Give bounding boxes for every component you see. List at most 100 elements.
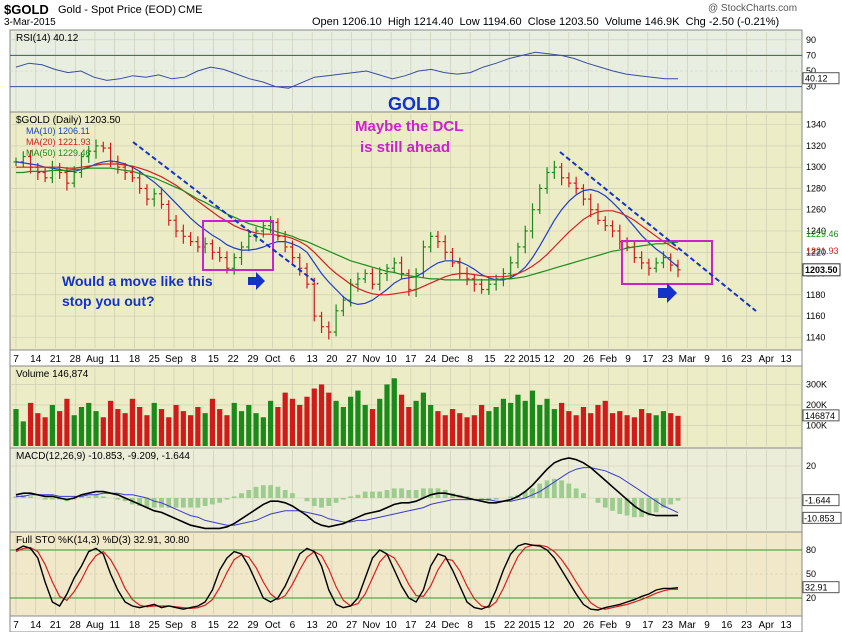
macd-histogram-bar	[631, 498, 637, 518]
volume-bar	[57, 411, 63, 446]
macd-histogram-bar	[180, 498, 186, 508]
volume-bar	[209, 398, 216, 446]
macd-histogram-bar	[595, 498, 601, 503]
chart-date: 3-Mar-2015	[4, 17, 56, 28]
x-tick-label: 15	[484, 354, 496, 365]
volume-bar	[326, 392, 332, 446]
macd-histogram-bar	[566, 483, 572, 498]
watermark: @ StockCharts.com	[708, 3, 798, 14]
macd-histogram-bar	[668, 498, 674, 505]
macd-tick-label: 20	[806, 461, 816, 471]
macd-histogram-bar	[391, 488, 397, 498]
volume-bar	[413, 400, 419, 446]
macd-histogram-bar	[202, 498, 208, 506]
macd-histogram-bar	[624, 498, 630, 516]
price-tick-label: 1340	[806, 120, 826, 130]
price-tick-label: 1180	[806, 290, 825, 300]
macd-histogram-bar	[86, 496, 92, 498]
volume-bar	[420, 392, 426, 446]
stochastic-tick-label: 80	[806, 545, 816, 555]
macd-histogram-bar	[537, 483, 543, 498]
ma10-legend: MA(10) 1206.11	[26, 126, 90, 136]
volume-bar	[609, 413, 616, 446]
quote-strip: Open 1206.10 High 1214.40 Low 1194.60 Cl…	[312, 16, 779, 28]
close-value-box	[802, 263, 841, 277]
volume-bar	[668, 413, 674, 446]
x-tick-label: Dec	[441, 354, 459, 365]
macd-histogram-bar	[319, 498, 324, 508]
macd-histogram-bar	[231, 496, 237, 498]
x-tick-label: 23	[741, 354, 753, 365]
macd-histogram-bar	[210, 498, 215, 505]
macd-histogram-bar	[304, 498, 310, 502]
chart-header: $GOLD Gold - Spot Price (EOD) CME 3-Mar-…	[0, 0, 842, 30]
october-arrow-icon	[248, 272, 265, 290]
macd-histogram-bar	[544, 480, 550, 498]
macd-histogram-bar	[268, 485, 274, 498]
x-tick-label-bottom: 27	[346, 620, 358, 631]
price-tick-label: 1240	[806, 226, 826, 236]
macd-histogram-bar	[646, 498, 652, 516]
x-tick-label: 29	[247, 354, 259, 365]
macd-histogram-bar	[100, 496, 106, 498]
ma20-line	[16, 163, 679, 296]
macd-legend: MACD(12,26,9) -10.853, -9.209, -1.644	[16, 451, 190, 462]
x-tick-label: 28	[70, 354, 82, 365]
x-tick-label: 6	[290, 354, 296, 365]
stochastic-legend: Full STO %K(14,3) %D(3) 32.91, 30.80	[16, 535, 190, 546]
macd-histogram-bar	[420, 488, 426, 498]
x-tick-label: 2015	[518, 354, 541, 365]
x-tick-label: 12	[544, 354, 556, 365]
high-label: High	[387, 16, 411, 28]
x-tick-label: 15	[208, 354, 220, 365]
rsi-tick-label: 70	[806, 50, 816, 60]
macd-histogram-bar	[617, 498, 623, 514]
volume-bar	[478, 404, 485, 446]
volume-bar	[158, 409, 165, 446]
volume-bar	[282, 392, 288, 446]
volume-bar	[78, 407, 85, 446]
x-tick-label-bottom: 18	[129, 620, 141, 631]
x-tick-label-bottom: 14	[30, 620, 42, 631]
volume-bar	[217, 409, 223, 446]
open-label: Open	[312, 16, 339, 28]
volume-bar	[166, 417, 172, 446]
volume-bar	[435, 411, 441, 446]
symbol: $GOLD	[4, 2, 49, 17]
macd-histogram-bar	[282, 490, 288, 498]
volume-bar	[122, 413, 128, 446]
volume-tick-label: 100K	[806, 420, 827, 430]
x-tick-label: 17	[642, 354, 654, 365]
macd-histogram-bar	[173, 498, 179, 508]
volume-bar	[617, 411, 623, 446]
volume-bar	[660, 411, 667, 446]
x-tick-label: Sep	[165, 354, 183, 365]
x-tick-label-bottom: 21	[50, 620, 62, 631]
macd-histogram-bar	[49, 498, 55, 500]
x-tick-label: 23	[662, 354, 674, 365]
macd-histogram-bar	[239, 493, 244, 498]
volume-bar	[522, 400, 528, 446]
x-tick-label-bottom: Aug	[86, 620, 104, 631]
macd-histogram-bar	[144, 498, 150, 508]
volume-bar	[49, 404, 55, 446]
volume-bar	[86, 402, 92, 446]
volume-bar	[515, 394, 521, 446]
x-tick-label: Apr	[758, 354, 774, 365]
volume-bar	[500, 398, 507, 446]
close-value: 1203.50	[558, 16, 599, 28]
volume-panel	[9, 365, 803, 449]
series-layer	[13, 51, 681, 611]
volume-bar	[224, 415, 230, 446]
open-value: 1206.10	[341, 16, 382, 28]
x-tick-label: 22	[228, 354, 240, 365]
stochastic-k-line	[15, 542, 679, 611]
volume-bar	[362, 404, 368, 446]
volume-bar	[631, 417, 637, 446]
macd-histogram-bar	[653, 498, 659, 513]
rsi-value-box	[802, 72, 840, 85]
macd-panel	[9, 447, 803, 533]
volume-bar	[93, 411, 99, 446]
x-tick-label-bottom: 9	[704, 620, 710, 631]
macd-histogram-bar	[290, 493, 295, 498]
